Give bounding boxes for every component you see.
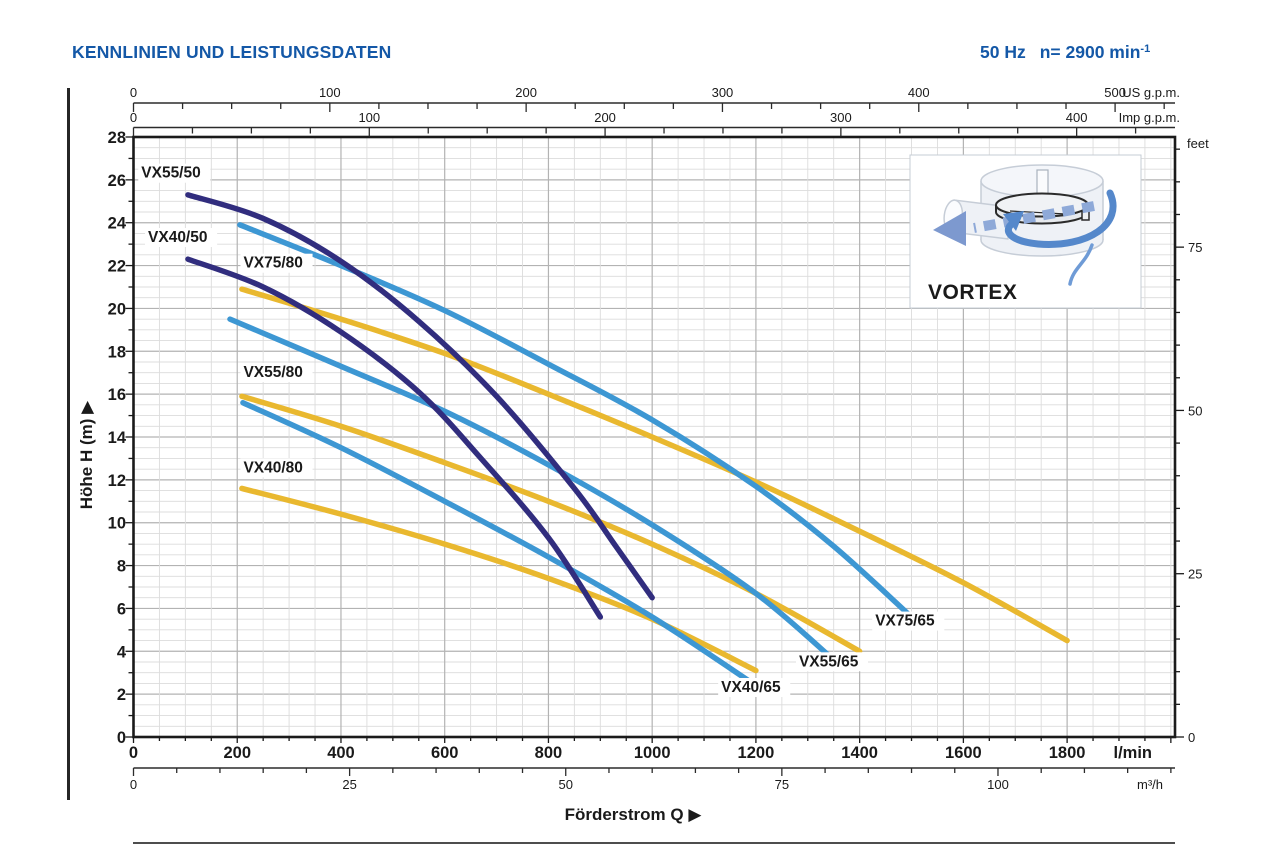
usgpm-tick-label: 500: [1104, 85, 1126, 100]
height-tick-label: 20: [108, 300, 126, 318]
height-tick-label: 6: [117, 600, 126, 618]
curve-label-VX55-50: VX55/50: [141, 165, 200, 182]
curve-label-bg: [138, 163, 211, 183]
curve-label-bg: [795, 652, 869, 672]
curve-label-bg: [872, 611, 945, 631]
height-tick-label: 2: [117, 686, 126, 704]
height-tick-label: 14: [108, 429, 127, 447]
lmin-tick-label: 600: [431, 744, 459, 762]
page-title: KENNLINIEN UND LEISTUNGSDATEN: [72, 42, 392, 62]
curve-label-bg: [240, 458, 313, 478]
height-tick-label: 18: [108, 343, 126, 361]
curve-VX75-80: [239, 286, 1070, 644]
curve-label-VX75-80: VX75/80: [243, 255, 302, 272]
x-axis-impgpm: 0 100 200 300 400 Imp g.p.m.: [130, 110, 1180, 137]
curve-label-VX40-80: VX40/80: [243, 459, 302, 476]
x-axis-lmin: 0 200 400 600 800 1000 1200 1400 1600 1800 l/min: [129, 737, 1172, 762]
lmin-tick-label: 1000: [634, 744, 671, 762]
vortex-swirl-icon: [1003, 189, 1117, 286]
shaft: [1036, 169, 1049, 197]
lmin-tick-label: 0: [129, 744, 138, 762]
curve-label-VX55-65: VX55/65: [799, 653, 859, 670]
x-axis-title: Förderstrom Q ▶: [565, 805, 703, 824]
curve-VX40-50: [185, 256, 604, 620]
vortex-inset: VORTEX: [909, 154, 1142, 309]
frequency-value: 50 Hz: [980, 42, 1026, 62]
lmin-tick-label: 200: [223, 744, 251, 762]
curve-VX55-80: [239, 393, 863, 655]
impgpm-tick-label: 0: [130, 110, 137, 125]
curve-label-VX75-65: VX75/65: [875, 613, 935, 630]
x-axis-m3h: 0 25 50 75 100 m³/h: [130, 767, 1175, 792]
curve-VX55-50: [185, 192, 655, 601]
usgpm-tick-label: 400: [908, 85, 930, 100]
curve-VX40-80: [239, 485, 759, 674]
speed-exponent: -1: [1140, 43, 1151, 55]
curve-label-bg: [718, 678, 791, 697]
usgpm-tick-label: 200: [515, 85, 537, 100]
flow-arrow-icon: [933, 201, 1095, 246]
feet-tick-label: 0: [1188, 730, 1195, 745]
height-tick-label: 10: [108, 515, 126, 533]
lmin-tick-label: 1400: [841, 744, 878, 762]
height-tick-label: 24: [108, 215, 127, 233]
bottom-rule: [133, 842, 1175, 844]
m3h-unit: m³/h: [1137, 777, 1163, 792]
usgpm-tick-label: 0: [130, 85, 137, 100]
lmin-tick-label: 1200: [738, 744, 775, 762]
impgpm-tick-label: 300: [830, 110, 852, 125]
impgpm-tick-label: 200: [594, 110, 616, 125]
usgpm-tick-label: 100: [319, 85, 341, 100]
height-tick-label: 0: [117, 729, 126, 747]
height-tick-label: 4: [117, 643, 127, 661]
impgpm-tick-label: 100: [358, 110, 380, 125]
curve-label-VX55-80: VX55/80: [243, 364, 302, 381]
feet-tick-label: 75: [1188, 240, 1202, 255]
height-tick-label: 28: [108, 129, 126, 147]
feet-unit: feet: [1187, 136, 1209, 151]
m3h-tick-label: 25: [342, 777, 356, 792]
y-axis-title: Höhe H (m) ▶: [77, 400, 96, 509]
curve-label-bg: [240, 253, 313, 273]
impgpm-unit: Imp g.p.m.: [1119, 110, 1180, 125]
m3h-tick-label: 50: [559, 777, 573, 792]
curve-label-VX40-50: VX40/50: [148, 229, 207, 246]
m3h-tick-label: 100: [987, 777, 1009, 792]
height-tick-label: 26: [108, 172, 126, 190]
height-tick-label: 16: [108, 386, 126, 404]
feet-tick-label: 25: [1188, 567, 1202, 582]
frequency-speed-label: 50 Hz n= 2900 min-1: [980, 42, 1150, 63]
feet-tick-label: 50: [1188, 403, 1202, 418]
usgpm-unit: US g.p.m.: [1122, 85, 1180, 100]
height-tick-label: 12: [108, 472, 126, 490]
height-tick-label: 22: [108, 258, 126, 276]
lmin-unit: l/min: [1113, 744, 1152, 762]
lmin-tick-label: 1600: [945, 744, 982, 762]
left-margin-rule: [67, 88, 70, 800]
lmin-tick-label: 400: [327, 744, 355, 762]
usgpm-tick-label: 300: [712, 85, 734, 100]
impgpm-tick-label: 400: [1066, 110, 1088, 125]
y-axis-feet: 0 25 50 75 feet: [1175, 136, 1209, 745]
curve-label-VX40-65: VX40/65: [721, 679, 781, 696]
curve-label-bg: [145, 228, 218, 247]
lmin-tick-label: 1800: [1049, 744, 1086, 762]
inset-label: VORTEX: [928, 281, 1017, 304]
lmin-tick-label: 800: [535, 744, 563, 762]
curve-VX40-65: [240, 399, 759, 689]
height-tick-label: 8: [117, 558, 126, 576]
curve-label-bg: [240, 363, 313, 382]
curve-labels: VX40/80 VX55/80 VX75/80 VX40/65 VX55/65 VX75/…: [138, 163, 945, 697]
curve-VX55-65: [227, 316, 837, 663]
curves: [185, 192, 1070, 689]
speed-value: n= 2900 min: [1039, 42, 1141, 62]
m3h-tick-label: 75: [775, 777, 789, 792]
m3h-tick-label: 0: [130, 777, 137, 792]
